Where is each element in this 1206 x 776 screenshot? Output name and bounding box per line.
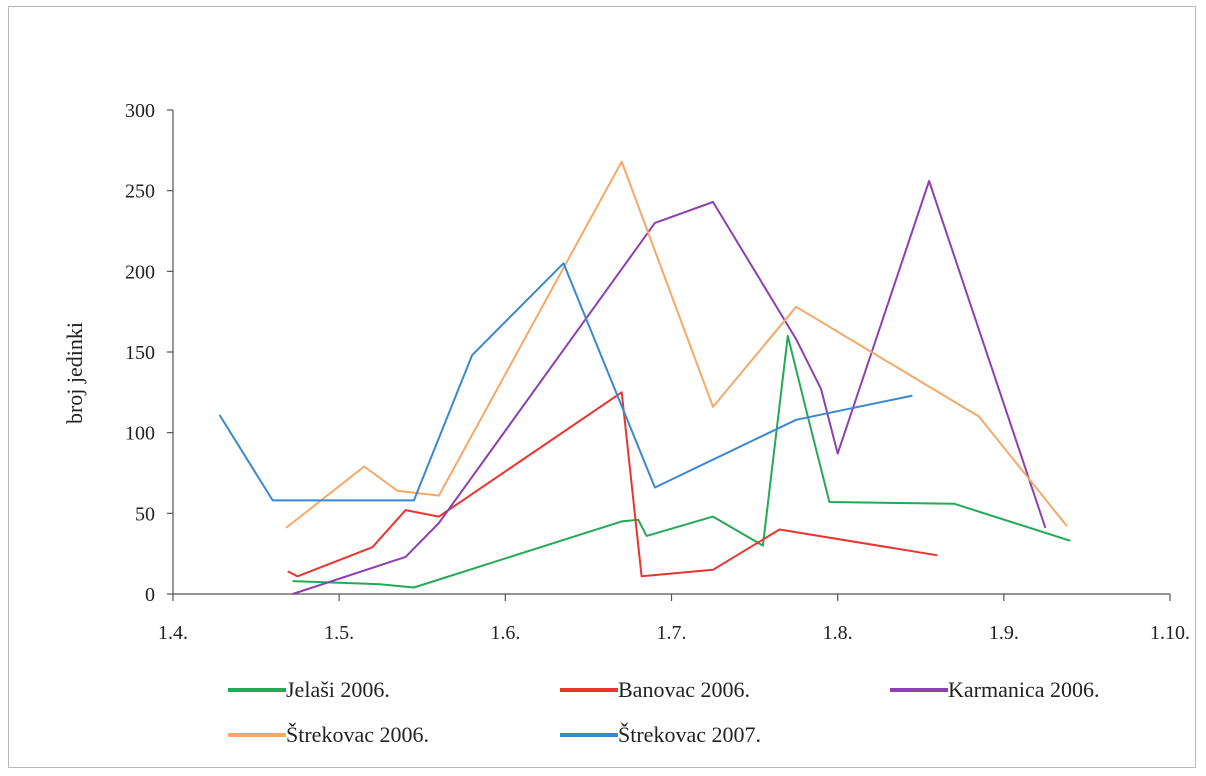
y-tick-label: 150	[125, 342, 155, 364]
chart-series	[218, 160, 1071, 595]
y-tick-label: 0	[145, 584, 155, 606]
series-line-3	[292, 180, 1047, 595]
series-line-5	[218, 262, 913, 502]
y-tick-label: 200	[125, 261, 155, 283]
legend-label-4: Štrekovac 2006.	[286, 722, 429, 747]
x-tick-label: 1.4.	[158, 622, 188, 644]
y-tick-label: 300	[125, 100, 155, 122]
y-tick-label: 100	[125, 423, 155, 445]
y-tick-label: 250	[125, 181, 155, 203]
chart-legend: Jelaši 2006. Banovac 2006. Karmanica 2006.…	[228, 677, 1100, 747]
legend-label-2: Banovac 2006.	[618, 677, 750, 702]
legend-label-3: Karmanica 2006.	[948, 677, 1100, 702]
x-tick-label: 1.10.	[1150, 622, 1190, 644]
legend-label-1: Jelaši 2006.	[286, 677, 390, 702]
y-axis-label: broj jedinki	[62, 322, 87, 424]
x-tick-label: 1.9.	[989, 622, 1019, 644]
series-line-2	[287, 391, 938, 578]
legend-label-5: Štrekovac 2007.	[618, 722, 761, 747]
series-line-1	[292, 334, 1071, 589]
y-tick-label: 50	[135, 503, 155, 525]
x-tick-label: 1.6.	[490, 622, 520, 644]
x-tick-label: 1.5.	[324, 622, 354, 644]
x-tick-label: 1.8.	[823, 622, 853, 644]
chart-axes: 0 50 100 150 200 250 300 1.4. 1.5. 1.6. 1.7. 1.8. 1.…	[125, 100, 1190, 644]
x-tick-label: 1.7.	[657, 622, 687, 644]
series-line-4	[285, 160, 1068, 529]
